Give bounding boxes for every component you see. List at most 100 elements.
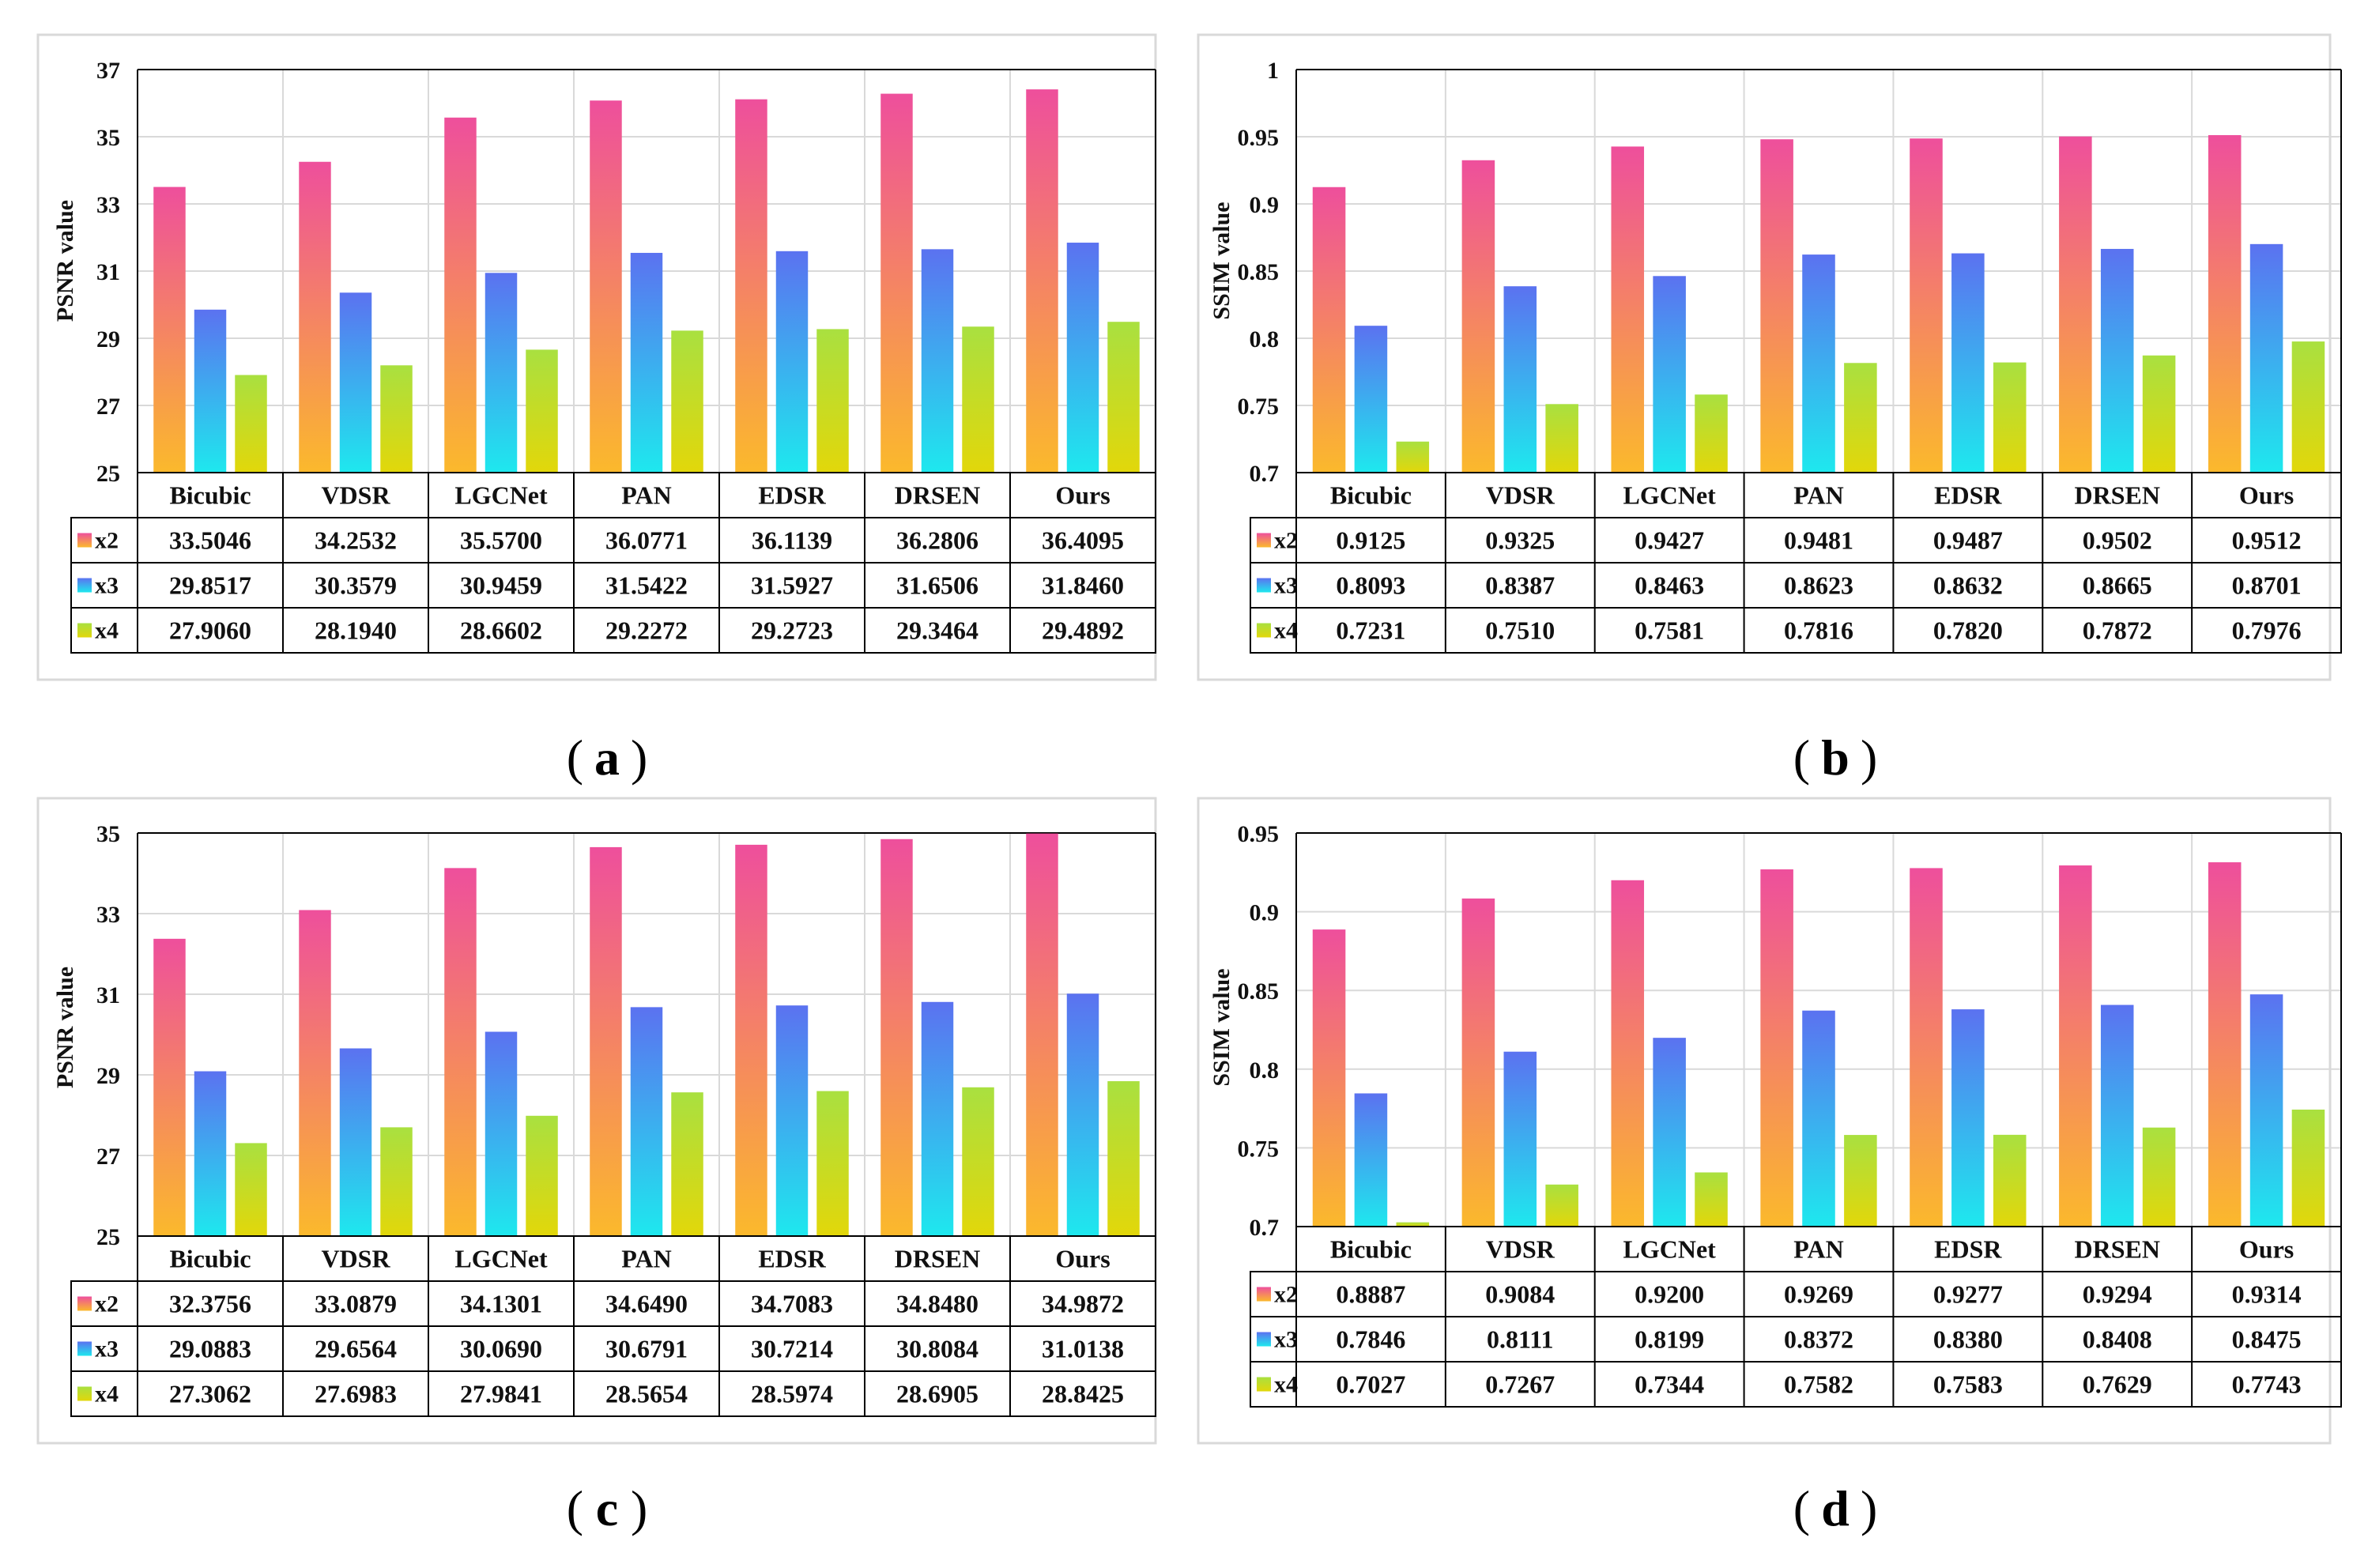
table-cell: 0.7027 (1336, 1370, 1405, 1399)
bar-x2 (444, 868, 477, 1236)
bar-x2 (590, 846, 622, 1236)
series-name: x2 (1274, 1282, 1298, 1308)
chart-panel-d: SSIM value 0.7 0.75 0.8 0.85 0.9 0.95 Bicubic… (1197, 797, 2342, 1536)
bar-x3 (1951, 253, 1985, 473)
bar-x3 (1354, 326, 1388, 473)
legend-key-x3 (77, 578, 92, 593)
table-cell: 0.8111 (1487, 1325, 1553, 1354)
bar-x2 (1611, 880, 1645, 1227)
category-labels: Bicubic VDSR LGCNet PAN EDSR DRSEN Ours (1330, 481, 2294, 510)
y-tick-label: 27 (96, 1144, 120, 1170)
legend-key-x4 (1257, 623, 1271, 638)
table-cell: 0.7743 (2232, 1370, 2302, 1399)
legend-key-x3 (77, 1341, 92, 1356)
table-cell: 0.8887 (1336, 1280, 1405, 1309)
bar-x3 (1802, 254, 1835, 473)
series-name: x2 (1274, 528, 1298, 554)
bar-x3 (194, 309, 227, 473)
table-cell: 0.9314 (2232, 1280, 2302, 1309)
category-label: Bicubic (1330, 481, 1412, 510)
table-cell: 0.8372 (1784, 1325, 1853, 1354)
series-name: x3 (1274, 573, 1298, 599)
table-cell: 29.3464 (896, 616, 978, 645)
bar-x3 (775, 251, 809, 473)
bar-x2 (2059, 136, 2092, 473)
category-label: LGCNet (1623, 481, 1716, 510)
bar-x2 (1910, 868, 1943, 1227)
bar-x4 (1993, 1134, 2027, 1227)
bar-x2 (444, 117, 477, 473)
legend-key-x3 (1257, 1332, 1271, 1347)
bars (1312, 134, 2325, 473)
bar-x4 (2291, 341, 2325, 473)
bar-x4 (962, 326, 994, 473)
table-cell: 0.9325 (1485, 526, 1555, 555)
category-label: DRSEN (2074, 1235, 2159, 1264)
legend-key-x2 (1257, 1287, 1271, 1302)
bar-x2 (1026, 89, 1058, 473)
category-label: VDSR (1486, 481, 1555, 510)
table-cell: 36.1139 (752, 526, 832, 555)
y-tick-label: 33 (96, 192, 120, 218)
legend-key-x2 (77, 533, 92, 548)
table-cell: 28.5974 (751, 1380, 833, 1408)
bar-x3 (1802, 1010, 1835, 1227)
bar-x4 (1107, 1081, 1140, 1236)
table-cell: 29.8517 (169, 571, 251, 600)
bar-x4 (380, 365, 413, 473)
category-label: VDSR (321, 481, 390, 510)
category-label: VDSR (321, 1245, 390, 1273)
category-label: Bicubic (169, 1245, 251, 1273)
bar-x4 (2142, 355, 2176, 473)
table-cell: 0.7816 (1784, 616, 1853, 645)
legend-series-labels: x2 x3 x4 (95, 528, 119, 644)
y-tick-label: 35 (96, 125, 120, 151)
y-axis-ticks: 0.7 0.75 0.8 0.85 0.9 0.95 1 (1238, 58, 1280, 487)
bar-x4 (2142, 1127, 2176, 1227)
bar-x4 (1545, 1184, 1578, 1227)
bar-x3 (2249, 994, 2283, 1227)
bar-x3 (1951, 1009, 1985, 1227)
y-tick-label: 0.7 (1250, 461, 1280, 487)
data-table: Bicubic VDSR LGCNet PAN EDSR DRSEN Ours … (1250, 472, 2342, 654)
bar-x4 (671, 330, 703, 473)
y-axis-ticks: 25 27 29 31 33 35 37 (96, 58, 120, 487)
bar-x4 (1396, 441, 1430, 473)
table-cell: 31.6506 (896, 571, 978, 600)
table-cell: 28.1940 (315, 616, 397, 645)
y-tick-label: 25 (96, 1224, 120, 1250)
table-cell: 0.7872 (2083, 616, 2152, 645)
bar-x3 (1503, 286, 1537, 473)
bar-x4 (816, 329, 849, 473)
table-cells: 32.3756 33.0879 34.1301 34.6490 34.7083 … (169, 1290, 1124, 1408)
legend-series-labels: x2 x3 x4 (1274, 528, 1298, 644)
series-name: x3 (95, 573, 119, 599)
table-cell: 34.2532 (315, 526, 397, 555)
category-label: EDSR (1934, 481, 2002, 510)
series-name: x4 (95, 618, 119, 644)
table-cell: 0.7267 (1485, 1370, 1555, 1399)
category-label: EDSR (758, 1245, 826, 1273)
y-tick-label: 33 (96, 902, 120, 928)
bar-x4 (1695, 394, 1728, 473)
svg-text:d: d (1821, 1480, 1850, 1536)
table-cell: 36.4095 (1042, 526, 1124, 555)
bar-x4 (526, 1115, 558, 1236)
bar-x3 (2249, 243, 2283, 473)
svg-text:c: c (596, 1480, 618, 1536)
table-cell: 31.8460 (1042, 571, 1124, 600)
bar-x3 (1066, 993, 1099, 1236)
svg-text:(: ( (567, 1480, 583, 1536)
table-cell: 29.2723 (751, 616, 833, 645)
bar-x2 (299, 910, 331, 1236)
y-axis-ticks: 0.7 0.75 0.8 0.85 0.9 0.95 (1238, 821, 1280, 1241)
table-cell: 28.8425 (1042, 1380, 1124, 1408)
y-tick-label: 0.8 (1250, 1057, 1280, 1084)
category-label: Ours (1055, 1245, 1110, 1273)
panel-label: ( c ) (567, 1480, 648, 1536)
table-cell: 28.6905 (896, 1380, 978, 1408)
category-label: LGCNet (454, 481, 548, 510)
bar-x2 (880, 93, 913, 473)
table-cell: 30.3579 (315, 571, 397, 600)
bar-x4 (235, 1143, 267, 1236)
